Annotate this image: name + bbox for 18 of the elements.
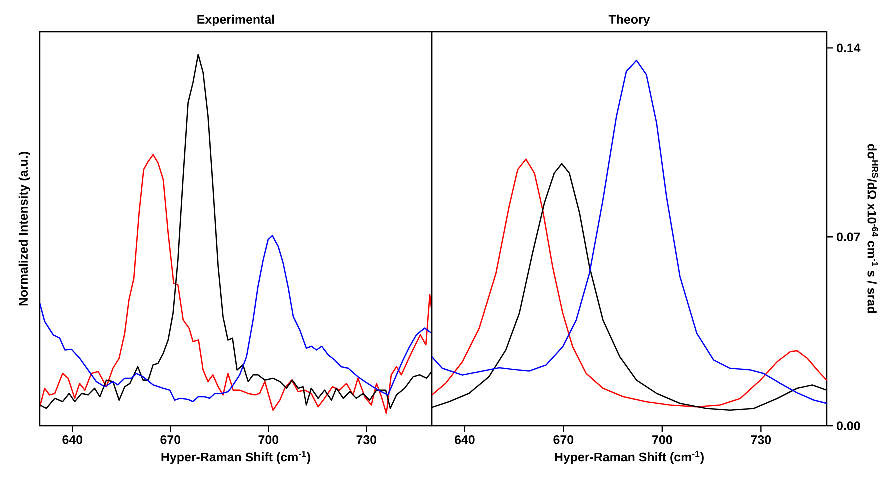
chart-title: Experimental (198, 14, 274, 26)
y-tick-label: 0.07 (837, 232, 860, 242)
x-tick-label: 700 (652, 436, 672, 444)
chart-title: Theory (608, 14, 650, 26)
x-tick-label: 730 (751, 436, 772, 444)
x-tick-label: 730 (356, 436, 377, 444)
x-tick-label: 670 (160, 436, 181, 444)
x-tick-label: 670 (554, 436, 574, 444)
y-tick-label: 0.00 (837, 422, 860, 430)
x-tick-label: 640 (62, 436, 83, 444)
x-tick-label: 640 (454, 436, 475, 444)
line-series (432, 60, 828, 404)
x-axis-title: Hyper-Raman Shift (cm$^{-1}$) (555, 451, 704, 464)
x-tick-label: 700 (258, 436, 279, 444)
y-tick-label: 0.14 (837, 44, 861, 53)
y-axis-title: Normalized Intensity (a.u.) (18, 152, 30, 306)
y-axis-title: dσ$^{HRS}$/dΩ x10$^{-64}$ cm$^{-1}$ s / srad (868, 144, 878, 314)
x-axis-title: Hyper-Raman Shift (cm$^{-1}$) (162, 451, 310, 464)
